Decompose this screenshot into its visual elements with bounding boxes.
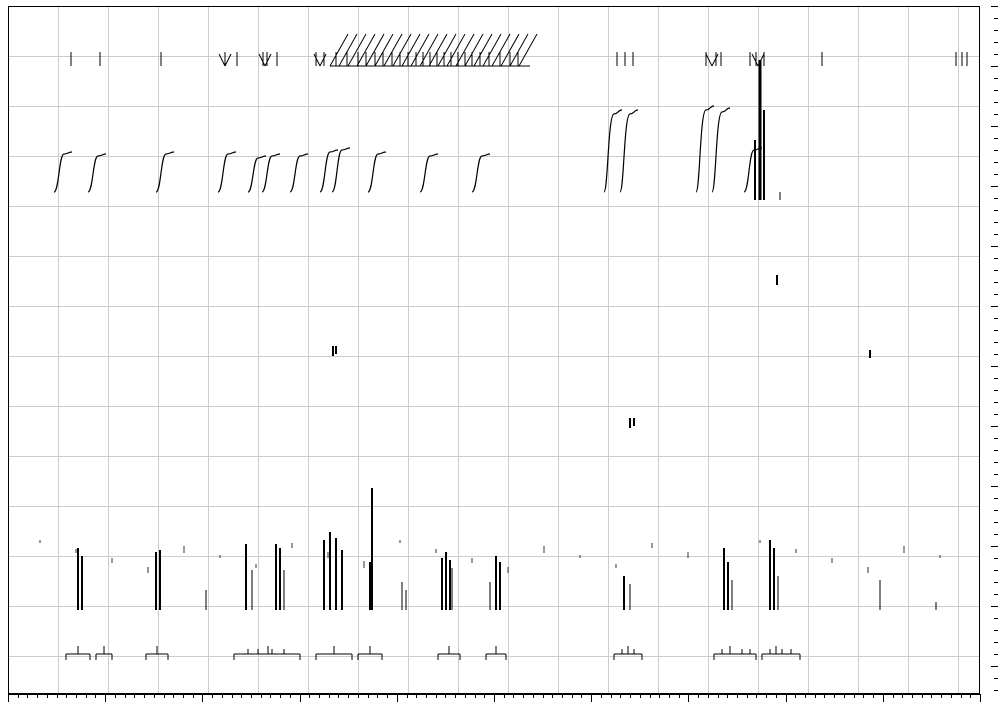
- spectrum-svg: [0, 0, 1000, 710]
